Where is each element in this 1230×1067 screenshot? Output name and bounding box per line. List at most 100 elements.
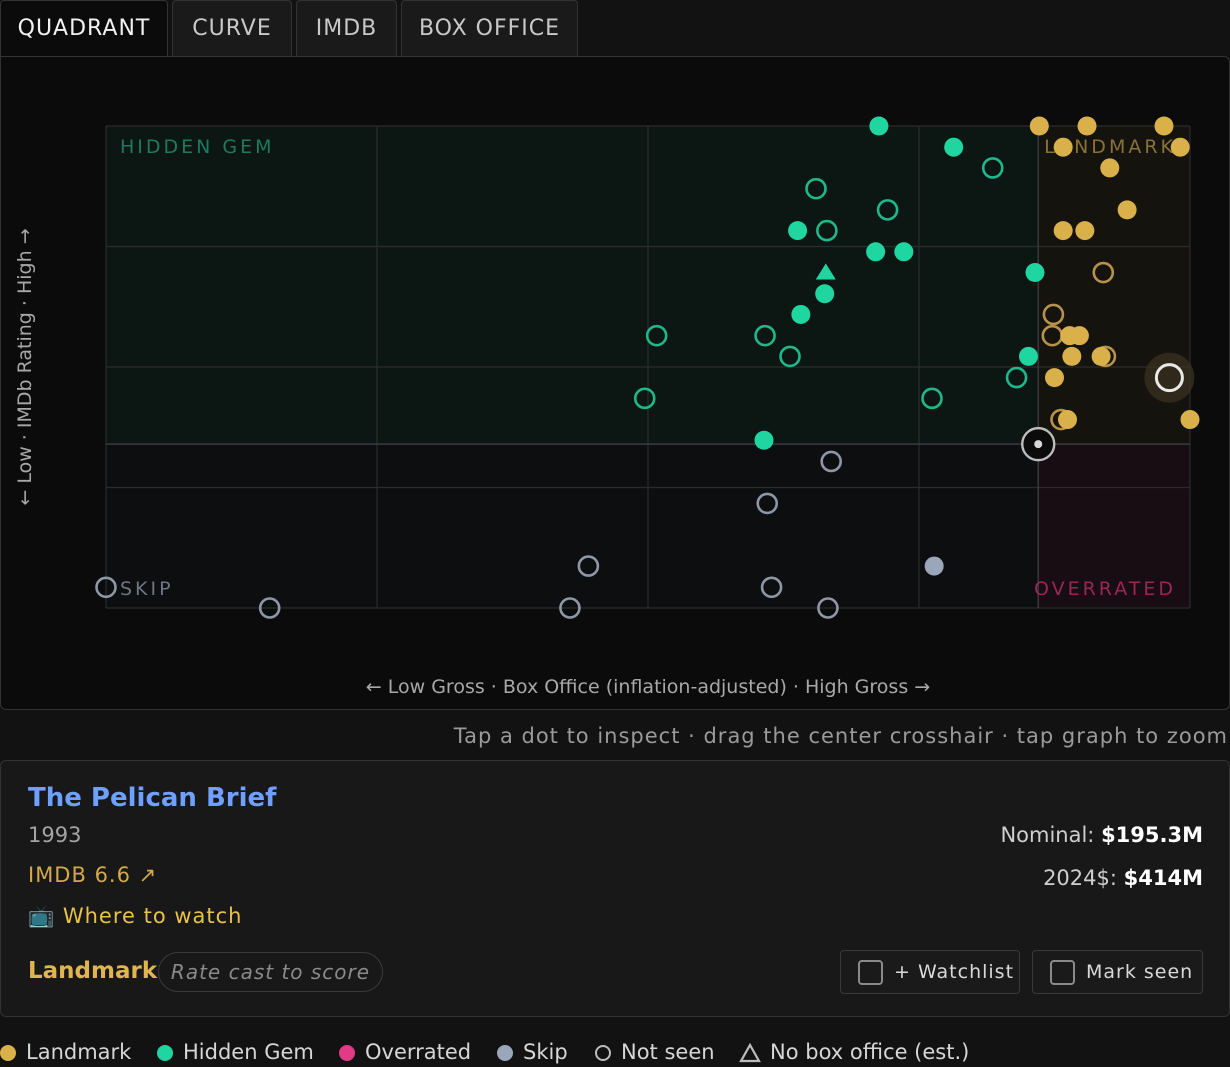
data-point-hidden-gem[interactable]	[921, 387, 943, 410]
data-point-hidden-gem[interactable]	[1018, 346, 1038, 366]
nominal-label: Nominal:	[1000, 823, 1095, 847]
movie-category: Landmark	[28, 958, 158, 984]
skip-zone	[106, 444, 1039, 608]
selected-data-point[interactable]	[1154, 363, 1184, 393]
legend-label: Skip	[523, 1040, 568, 1064]
y-axis-label: ← Low · IMDb Rating · High →	[14, 228, 36, 505]
watchlist-checkbox[interactable]	[858, 960, 883, 985]
selected-point-halo	[1144, 352, 1195, 403]
data-point-landmark[interactable]	[1117, 200, 1137, 220]
data-point-hidden-gem[interactable]	[866, 242, 886, 262]
movie-year: 1993	[28, 823, 82, 847]
data-point-skip[interactable]	[756, 492, 779, 515]
tab-quadrant[interactable]: QUADRANT	[0, 0, 168, 57]
skip-dot-icon	[497, 1045, 513, 1061]
rate-cast-button[interactable]: Rate cast to score	[158, 952, 383, 992]
data-point-hidden-gem[interactable]	[645, 324, 668, 347]
legend-label: No box office (est.)	[770, 1040, 970, 1064]
data-point-hidden-gem[interactable]	[788, 221, 808, 241]
legend-label: Not seen	[621, 1040, 715, 1064]
watchlist-button[interactable]: + Watchlist	[840, 950, 1020, 994]
data-point-landmark[interactable]	[1180, 410, 1200, 430]
movie-title[interactable]: The Pelican Brief	[28, 783, 277, 813]
data-point-hidden-gem[interactable]	[981, 157, 1004, 179]
data-point-hidden-gem[interactable]	[754, 324, 776, 347]
graph-hint: Tap a dot to inspect · drag the center c…	[453, 724, 1228, 748]
data-point-skip[interactable]	[577, 555, 600, 577]
data-point-hidden-gem[interactable]	[944, 137, 964, 157]
data-point-hidden-gem[interactable]	[754, 430, 774, 450]
mark-seen-checkbox[interactable]	[1050, 960, 1075, 985]
data-point-landmark[interactable]	[1053, 221, 1073, 241]
x-axis-label: ← Low Gross · Box Office (inflation-adju…	[366, 676, 930, 698]
legend-label: Landmark	[26, 1040, 132, 1064]
data-point-landmark[interactable]	[1092, 261, 1115, 284]
data-point-landmark[interactable]	[1154, 116, 1174, 136]
mark-seen-button[interactable]: Mark seen	[1032, 950, 1203, 994]
data-point-skip[interactable]	[95, 576, 117, 599]
data-point-landmark[interactable]	[1069, 326, 1089, 346]
data-point-hidden-gem[interactable]	[876, 199, 899, 221]
data-point-landmark[interactable]	[1058, 410, 1078, 430]
data-point-landmark[interactable]	[1077, 116, 1097, 136]
quadrant-label-overrated: OVERRATED	[1034, 578, 1176, 600]
landmark-dot-icon	[0, 1045, 16, 1061]
where-to-watch-link[interactable]: 📺 Where to watch	[28, 904, 243, 929]
data-point-landmark[interactable]	[1029, 116, 1049, 136]
data-point-skip[interactable]	[817, 597, 839, 619]
adjusted-value: $414M	[1123, 866, 1203, 890]
quadrant-scatter-chart[interactable]: HIDDEN GEM LANDMARK SKIP OVERRATED ← Low Gro…	[1, 57, 1229, 709]
tv-icon: 📺	[28, 904, 56, 928]
data-point-landmark[interactable]	[1170, 137, 1190, 157]
data-point-skip[interactable]	[760, 576, 783, 599]
nominal-value: $195.3M	[1101, 823, 1203, 847]
data-point-landmark[interactable]	[1100, 158, 1120, 178]
quadrant-label-hidden-gem: HIDDEN GEM	[120, 136, 275, 158]
mark-seen-label: Mark seen	[1086, 961, 1194, 983]
legend-label: Overrated	[365, 1040, 472, 1064]
data-point-skip[interactable]	[258, 597, 281, 619]
tab-curve[interactable]: CURVE	[172, 0, 292, 57]
legend-no-box-office: No box office (est.)	[739, 1038, 969, 1067]
quadrant-label-skip: SKIP	[120, 578, 174, 600]
overrated-zone	[1038, 444, 1190, 608]
movie-detail-card: The Pelican Brief 1993 IMDB 6.6 ↗ 📺 Wher…	[0, 760, 1230, 1017]
data-point-skip[interactable]	[559, 597, 581, 619]
data-point-landmark[interactable]	[1091, 346, 1111, 366]
legend: Landmark Hidden Gem Overrated Skip Not s…	[0, 1038, 1230, 1067]
data-point-hidden-gem[interactable]	[779, 345, 801, 368]
hidden-gem-zone	[106, 126, 1039, 445]
legend-overrated: Overrated	[339, 1038, 471, 1067]
data-point-hidden-gem[interactable]	[1005, 366, 1028, 389]
tab-imdb[interactable]: IMDB	[296, 0, 397, 57]
hollow-circle-icon	[595, 1045, 611, 1061]
imdb-rating-link[interactable]: IMDB 6.6 ↗	[28, 863, 158, 887]
data-point-hidden-gem[interactable]	[805, 177, 827, 200]
data-point-hidden-gem[interactable]	[816, 219, 838, 242]
data-point-hidden-gem[interactable]	[791, 304, 811, 324]
data-point-hidden-gem[interactable]	[869, 116, 889, 136]
legend-skip: Skip	[497, 1038, 568, 1067]
legend-landmark: Landmark	[0, 1038, 131, 1067]
quadrant-label-landmark: LANDMARK	[1044, 136, 1176, 158]
data-point-hidden-gem[interactable]	[815, 284, 835, 304]
legend-label: Hidden Gem	[183, 1040, 314, 1064]
data-point-landmark[interactable]	[1045, 368, 1064, 388]
data-point-landmark[interactable]	[1062, 346, 1082, 366]
data-point-landmark[interactable]	[1042, 303, 1065, 326]
data-point-skip[interactable]	[820, 450, 842, 473]
triangle-icon	[739, 1043, 761, 1063]
overrated-dot-icon	[339, 1045, 355, 1061]
data-point-landmark[interactable]	[1075, 221, 1095, 241]
adjusted-label: 2024$:	[1043, 866, 1117, 890]
hidden-gem-dot-icon	[157, 1045, 173, 1061]
tab-box-office[interactable]: BOX OFFICE	[401, 0, 578, 57]
data-point-landmark[interactable]	[1053, 137, 1073, 157]
data-point-skip[interactable]	[924, 556, 944, 576]
data-point-hidden-gem[interactable]	[815, 263, 836, 280]
quadrant-graph-panel[interactable]: HIDDEN GEM LANDMARK SKIP OVERRATED ← Low Gro…	[0, 56, 1230, 710]
watchlist-label: + Watchlist	[894, 961, 1015, 983]
data-point-hidden-gem[interactable]	[633, 387, 656, 410]
data-point-hidden-gem[interactable]	[894, 242, 914, 262]
data-point-hidden-gem[interactable]	[1025, 263, 1045, 283]
